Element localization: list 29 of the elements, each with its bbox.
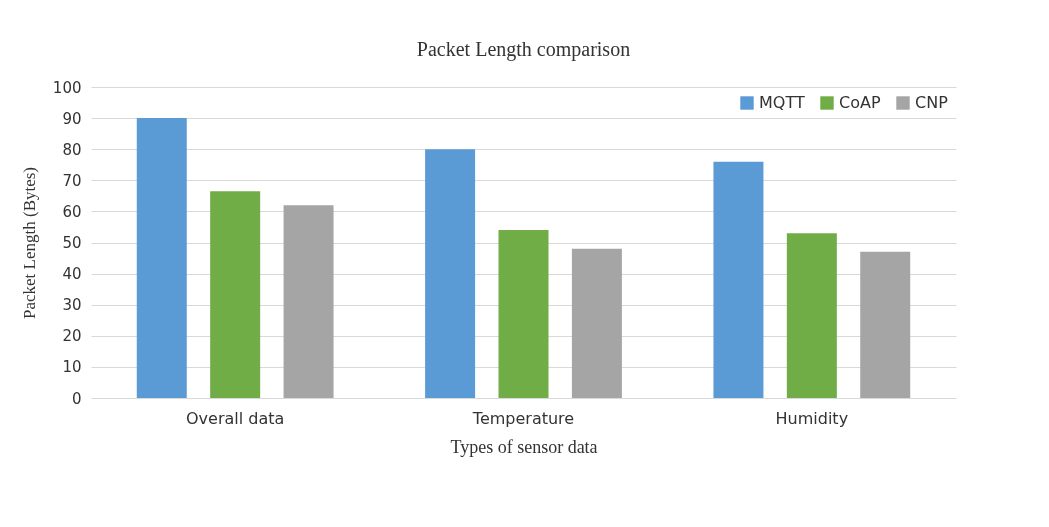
bar [498, 230, 549, 398]
x-tick-label: Humidity [775, 408, 849, 428]
legend-label: CNP [915, 93, 949, 112]
x-axis-title: Types of sensor data [450, 436, 598, 457]
chart-title: Packet Length comparison [416, 38, 631, 61]
bar [860, 251, 911, 398]
y-tick-label: 100 [52, 78, 82, 97]
y-tick-label: 20 [62, 327, 82, 346]
y-tick-label: 90 [62, 109, 82, 128]
x-tick-label: Overall data [186, 408, 285, 428]
bar [786, 233, 837, 398]
y-tick-label: 60 [62, 202, 82, 221]
y-tick-label: 10 [62, 358, 82, 377]
x-tick-label: Temperature [471, 408, 575, 428]
y-tick-label: 70 [62, 171, 82, 190]
y-tick-label: 40 [62, 265, 82, 284]
bar [425, 149, 476, 398]
y-axis-title: Packet Length (Bytes) [19, 166, 39, 320]
bar [713, 161, 764, 398]
legend-label: MQTT [759, 93, 805, 112]
y-tick-label: 0 [71, 389, 82, 408]
bar [283, 205, 334, 398]
y-tick-label: 30 [62, 296, 82, 315]
bar [210, 191, 261, 398]
bar [136, 118, 187, 398]
legend-label: CoAP [839, 93, 881, 112]
y-tick-label: 80 [62, 140, 82, 159]
bar [571, 248, 622, 398]
y-tick-label: 50 [62, 234, 82, 252]
